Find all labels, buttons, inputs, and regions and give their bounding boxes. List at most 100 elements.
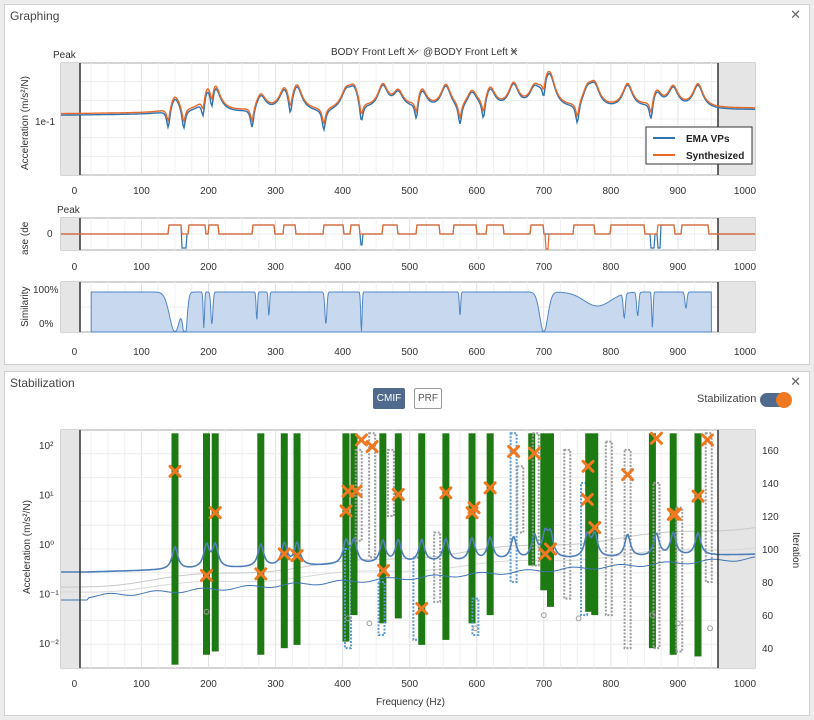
pole-x-marker — [200, 568, 214, 582]
x-tick-label: 600 — [468, 262, 485, 273]
pole-x-stroke — [483, 481, 497, 495]
grey-pole-column — [563, 448, 572, 600]
unstable-pole-marker — [540, 612, 547, 619]
stable-pole-column — [669, 433, 677, 655]
iteration-tick-label: 140 — [762, 479, 779, 490]
chevron-down-icon[interactable] — [510, 49, 518, 54]
stabilization-toggle[interactable] — [760, 392, 792, 408]
x-tick-label: 1000 — [734, 679, 757, 690]
x-tick-label: 0 — [72, 347, 78, 358]
pole-x-marker — [339, 504, 353, 518]
pole-x-stroke — [581, 459, 595, 473]
x-tick-label: 900 — [670, 186, 687, 197]
close-icon[interactable]: ✕ — [790, 7, 801, 22]
pole-x-stroke — [467, 501, 481, 515]
pole-x-marker — [668, 507, 682, 521]
close-icon[interactable]: ✕ — [790, 374, 801, 389]
pole-x-stroke — [200, 568, 214, 582]
pole-x-stroke — [168, 464, 182, 478]
x-tick-label: 100 — [133, 262, 150, 273]
excluded-band-left — [61, 63, 80, 175]
blue-pole-column — [471, 597, 480, 636]
pole-x-marker — [580, 492, 594, 506]
pole-x-marker — [700, 433, 714, 447]
grey-pole-column — [386, 448, 395, 517]
x-tick-label: 900 — [670, 679, 687, 690]
pole-x-marker — [439, 486, 453, 500]
synthesized-curve — [61, 70, 755, 126]
x-tick-label: 800 — [602, 679, 619, 690]
selector-separator: @ — [423, 47, 433, 58]
unstable-pole-marker — [674, 620, 681, 627]
grey-pole-column — [354, 448, 363, 542]
grey-pole-column — [623, 448, 632, 650]
stabilization-x-ticks: 0 100 200 300 400 500 600 700 800 900 1000 — [72, 679, 757, 690]
pole-x-marker — [527, 446, 541, 460]
pole-x-marker — [649, 431, 663, 445]
blue-pole-column — [509, 432, 518, 584]
x-tick-label: 100 — [133, 347, 150, 358]
pole-x-marker — [588, 521, 602, 535]
channel-selector[interactable]: BODY Front Left X @ BODY Front Left X — [331, 47, 518, 58]
reference-selector[interactable]: BODY Front Left X — [434, 47, 518, 58]
stable-pole-column — [694, 433, 702, 657]
pole-x-marker — [254, 567, 268, 581]
stable-pole-column — [442, 433, 450, 640]
unstable-pole-marker — [472, 625, 479, 632]
unstable-pole-marker — [649, 612, 656, 619]
pole-x-stroke — [391, 487, 405, 501]
ema-vps-curve — [61, 72, 755, 133]
graphing-panel: Graphing ✕ Peak BODY Front Left X @ BODY… — [4, 4, 810, 365]
iteration-tick-label: 100 — [762, 545, 779, 556]
ytick-label: 100% — [33, 285, 59, 296]
blue-pole-column — [580, 481, 589, 617]
x-tick-label: 800 — [602, 186, 619, 197]
prf-button[interactable]: PRF — [414, 388, 442, 409]
x-tick-label: 200 — [200, 679, 217, 690]
x-tick-label: 300 — [267, 679, 284, 690]
panel-title: Stabilization — [10, 376, 75, 390]
pole-x-stroke — [365, 440, 379, 454]
unstable-pole-marker — [345, 615, 351, 622]
pole-x-marker — [365, 440, 379, 454]
pole-x-stroke — [588, 521, 602, 535]
chevron-down-icon[interactable] — [411, 49, 419, 54]
pole-x-stroke — [507, 444, 521, 458]
y-tick-label: 10⁻¹ — [39, 590, 59, 601]
x-tick-label: 700 — [535, 679, 552, 690]
pole-x-stroke — [354, 433, 368, 447]
x-tick-label: 0 — [72, 262, 78, 273]
x-tick-label: 1000 — [734, 347, 757, 358]
stable-pole-column — [591, 433, 599, 616]
pole-x-marker — [691, 489, 705, 503]
x-tick-label: 400 — [334, 347, 351, 358]
pole-x-stroke — [439, 486, 453, 500]
response-selector[interactable]: BODY Front Left X — [331, 47, 415, 58]
pole-x-stroke — [254, 567, 268, 581]
stable-pole-column — [528, 433, 536, 566]
synthesized-phase-curve — [61, 224, 755, 250]
stabilization-y-axis-label: Acceleration (m/s²/N) — [22, 500, 33, 594]
pole-x-marker — [391, 487, 405, 501]
x-tick-label: 1000 — [734, 186, 757, 197]
excluded-band-right — [718, 282, 755, 332]
cmif-button[interactable]: CMIF — [373, 388, 405, 409]
x-tick-label: 900 — [670, 347, 687, 358]
stable-pole-column — [540, 433, 548, 591]
x-axis-label: Frequency (Hz) — [376, 697, 445, 708]
pole-x-stroke — [208, 506, 222, 520]
pole-markers — [168, 431, 714, 615]
stable-pole-column — [486, 433, 494, 616]
pole-x-marker — [208, 506, 222, 520]
magnitude-y-axis-label: Acceleration (m/s²/N) — [20, 76, 31, 170]
pole-x-marker — [543, 542, 557, 556]
x-tick-label: 300 — [267, 186, 284, 197]
unstable-pole-marker — [366, 620, 373, 627]
iteration-tick-label: 80 — [762, 578, 774, 589]
stable-pole-column — [280, 433, 288, 649]
pole-x-marker — [168, 464, 182, 478]
magnitude-x-ticks: 0 100 200 300 400 500 600 700 800 900 1000 — [72, 186, 757, 197]
toggle-knob[interactable] — [776, 392, 792, 408]
pole-x-stroke — [700, 433, 714, 447]
pole-x-stroke — [277, 547, 291, 561]
